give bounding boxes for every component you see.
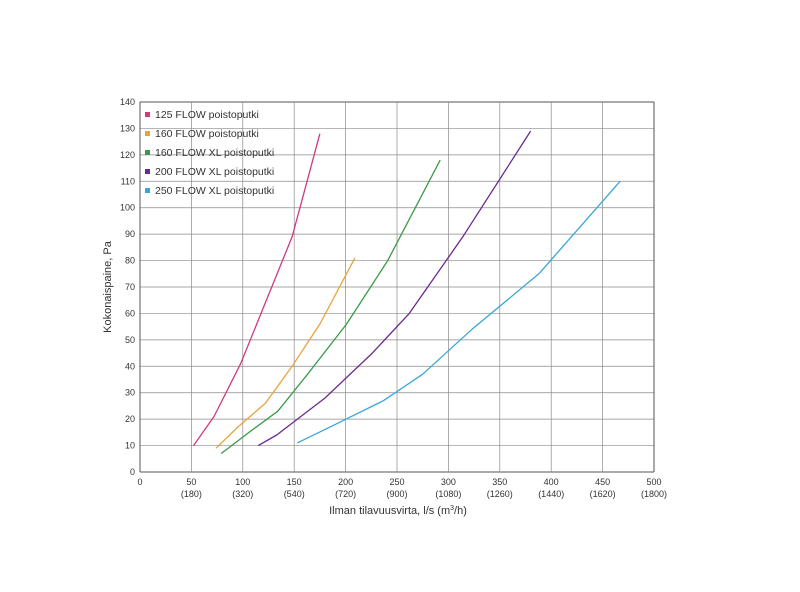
y-tick-label: 100 (120, 203, 135, 213)
y-tick-label: 40 (125, 361, 135, 371)
x-axis-title: Ilman tilavuusvirta, l/s (m3/h) (329, 505, 467, 517)
y-tick-label: 30 (125, 388, 135, 398)
series-line (192, 133, 321, 446)
y-tick-label: 50 (125, 335, 135, 345)
x-tick-secondary-label: (720) (335, 489, 356, 499)
series-line (257, 130, 532, 447)
legend: 125 FLOW poistoputki 160 FLOW poistoputki… (145, 109, 274, 197)
x-tick-label: 50 (186, 477, 196, 487)
x-tick-secondary-label: (1080) (435, 489, 461, 499)
series-line (220, 159, 441, 455)
x-tick-secondary-label: (1620) (590, 489, 616, 499)
axis-ticks: 0 10 20 30 40 50 60 70 80 90 100 110 120 130 140 0 50 (18… (120, 97, 667, 499)
x-tick-label: 400 (544, 477, 559, 487)
x-tick-secondary-label: (180) (181, 489, 202, 499)
legend-swatch (145, 188, 150, 193)
x-tick-label: 250 (389, 477, 404, 487)
series-line (297, 180, 621, 444)
x-tick-label: 450 (595, 477, 610, 487)
legend-label: 160 FLOW poistoputki (155, 128, 259, 140)
y-tick-label: 90 (125, 229, 135, 239)
x-tick-label: 100 (235, 477, 250, 487)
legend-label: 125 FLOW poistoputki (155, 109, 259, 121)
x-tick-secondary-label: (320) (232, 489, 253, 499)
x-tick-label: 200 (338, 477, 353, 487)
y-tick-label: 0 (130, 467, 135, 477)
y-tick-label: 60 (125, 308, 135, 318)
series-line (215, 257, 356, 449)
y-tick-label: 10 (125, 441, 135, 451)
legend-swatch (145, 131, 150, 136)
grid (139, 101, 655, 473)
x-tick-label: 150 (287, 477, 302, 487)
x-tick-label: 500 (646, 477, 661, 487)
legend-label: 200 FLOW XL poistoputki (155, 166, 274, 178)
y-axis-title: Kokonaispaine, Pa (102, 240, 114, 333)
x-tick-secondary-label: (1800) (641, 489, 667, 499)
y-tick-label: 20 (125, 414, 135, 424)
x-tick-label: 0 (137, 477, 142, 487)
series-lines (192, 130, 621, 455)
legend-label: 160 FLOW XL poistoputki (155, 147, 274, 159)
y-tick-label: 80 (125, 256, 135, 266)
y-tick-label: 120 (120, 150, 135, 160)
x-tick-secondary-label: (1440) (538, 489, 564, 499)
x-tick-label: 300 (441, 477, 456, 487)
y-tick-label: 140 (120, 97, 135, 107)
x-tick-secondary-label: (900) (386, 489, 407, 499)
x-tick-secondary-label: (540) (284, 489, 305, 499)
legend-swatch (145, 112, 150, 117)
y-tick-label: 70 (125, 282, 135, 292)
x-tick-secondary-label: (1260) (487, 489, 513, 499)
x-tick-label: 350 (492, 477, 507, 487)
legend-swatch (145, 150, 150, 155)
y-tick-label: 110 (121, 176, 135, 186)
legend-label: 250 FLOW XL poistoputki (155, 185, 274, 197)
y-tick-label: 130 (120, 123, 135, 133)
legend-swatch (145, 169, 150, 174)
